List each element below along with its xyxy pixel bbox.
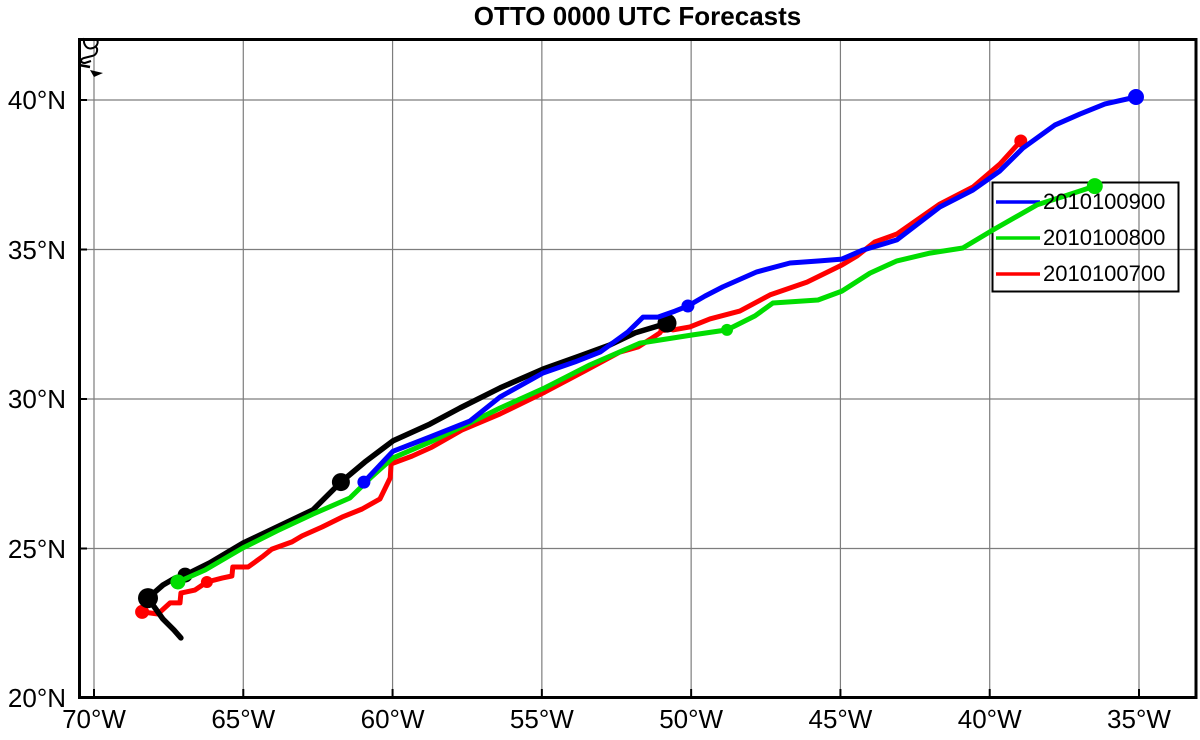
track-forecast-2010100900 — [361, 94, 1139, 485]
x-tick-label-65w: 65°W — [211, 704, 276, 734]
x-tick-label-45w: 45°W — [808, 704, 873, 734]
y-tick-label-25n: 25°N — [7, 533, 66, 564]
storm-tracks — [135, 89, 1144, 641]
legend-label-2010100800: 2010100800 — [1043, 225, 1166, 250]
x-tick-label-40w: 40°W — [957, 704, 1022, 734]
gridlines — [78, 38, 1197, 699]
marker-forecast-2010100800 — [1086, 178, 1103, 195]
x-tick-label-70w: 70°W — [62, 704, 126, 734]
x-tick-label-50w: 50°W — [659, 704, 724, 734]
x-tick-label-60w: 60°W — [360, 704, 425, 734]
x-tick-label-35w: 35°W — [1107, 704, 1171, 734]
y-tick-label-20n: 20°N — [7, 683, 66, 713]
marker-forecast-2010100900 — [1128, 89, 1144, 105]
legend-label-2010100700: 2010100700 — [1043, 261, 1166, 286]
chart-title: OTTO 0000 UTC Forecasts — [473, 1, 802, 31]
marker-forecast-2010100900 — [357, 475, 371, 489]
coastline-cape-cod — [78, 37, 103, 77]
y-tick-label-40n: 40°N — [7, 85, 66, 115]
marker-forecast-2010100700 — [135, 604, 150, 619]
marker-forecast-2010100800 — [721, 323, 733, 336]
axis-frame — [78, 38, 1198, 699]
x-tick-label-55w: 55°W — [509, 704, 574, 734]
marker-observed-track — [331, 473, 350, 492]
marker-forecast-2010100900 — [681, 299, 695, 313]
legend-box — [991, 181, 1180, 293]
marker-observed-track — [657, 313, 677, 333]
marker-observed-track — [138, 588, 158, 609]
legend-label-2010100900: 2010100900 — [1043, 189, 1166, 214]
marker-forecast-2010100700 — [200, 576, 213, 588]
y-tick-label-35n: 35°N — [7, 234, 66, 265]
track-forecast-2010100700 — [139, 138, 1024, 617]
marker-forecast-2010100800 — [170, 574, 186, 590]
track-forecast-2010100800 — [175, 183, 1098, 585]
y-tick-label-30n: 30°N — [7, 384, 66, 414]
